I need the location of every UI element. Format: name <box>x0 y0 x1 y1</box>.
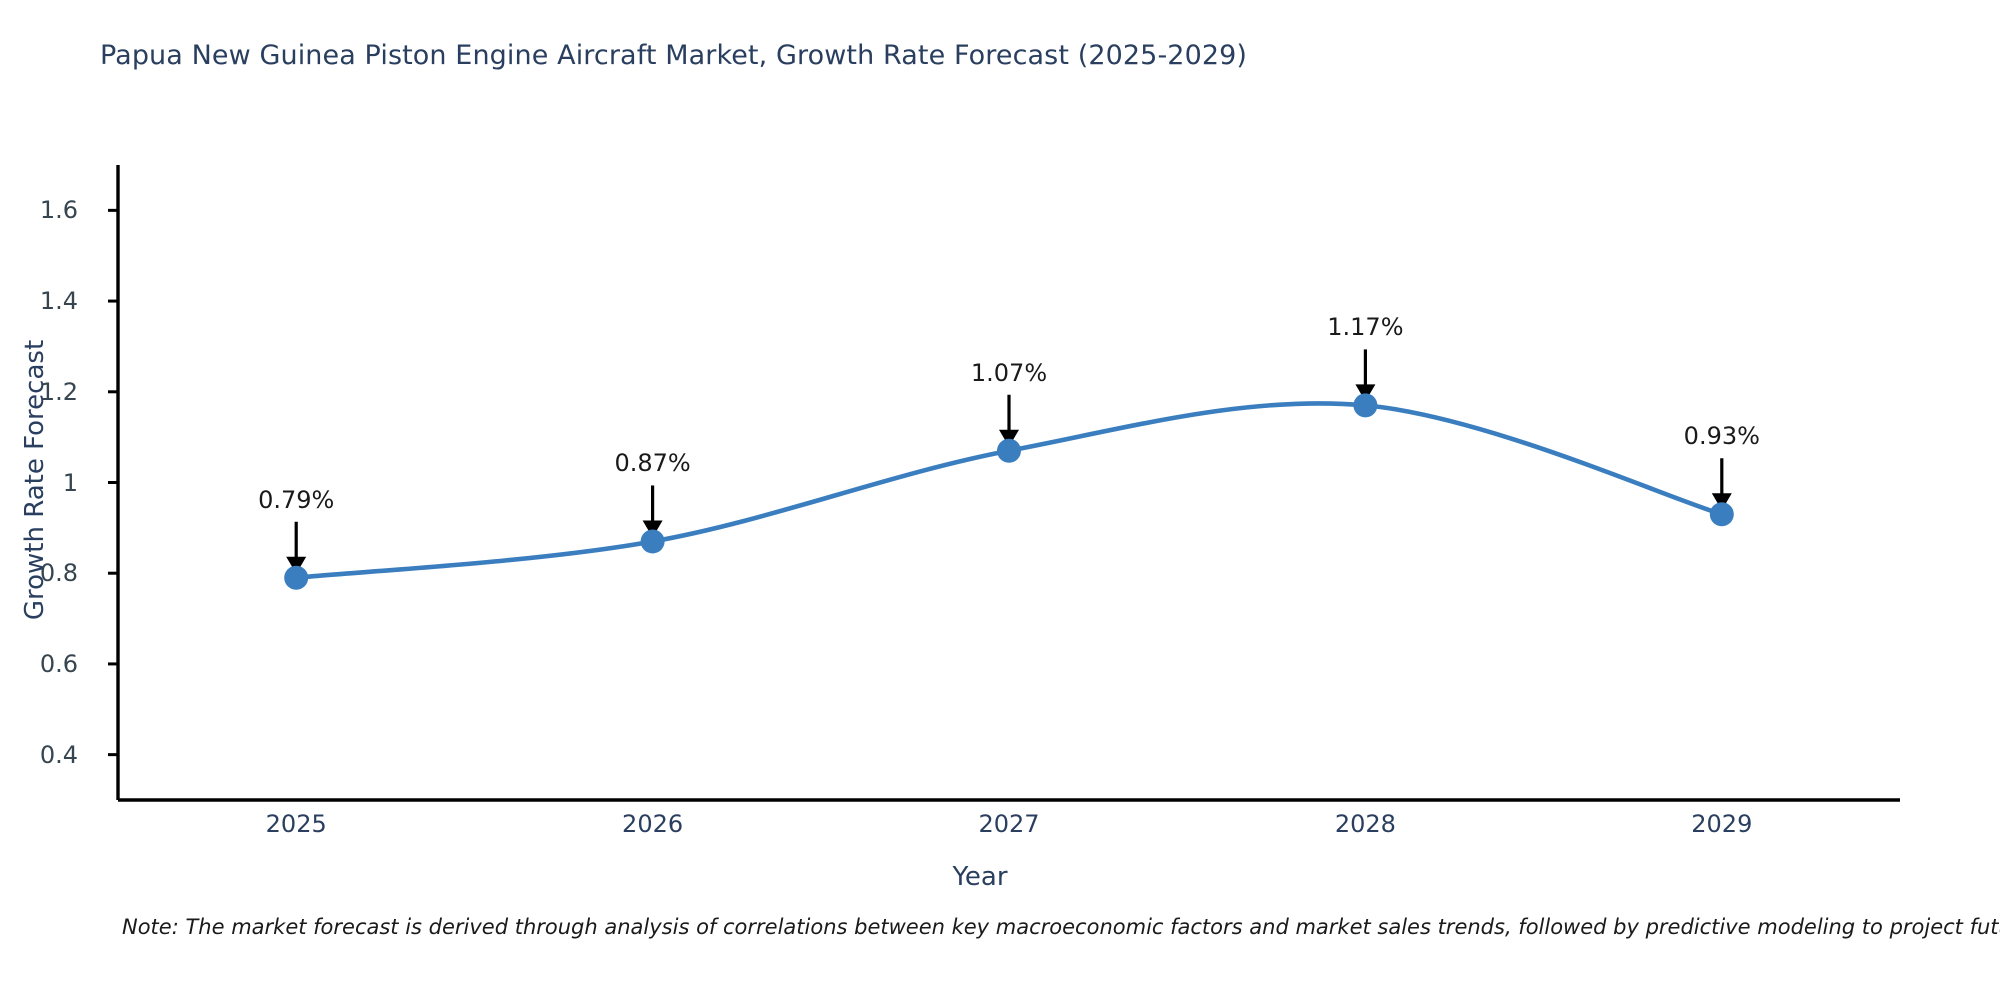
chart-footnote: Note: The market forecast is derived thr… <box>122 915 2000 939</box>
data-point-marker[interactable] <box>284 565 309 590</box>
y-tick-label: 0.4 <box>39 740 78 769</box>
annotation-arrow-head <box>286 556 307 574</box>
data-markers <box>284 393 1734 590</box>
y-tick-label: 1.2 <box>39 377 78 406</box>
data-point-marker[interactable] <box>640 529 665 554</box>
data-point-label: 1.07% <box>970 358 1048 387</box>
x-tick-label: 2027 <box>978 810 1040 838</box>
y-tick-label: 1.6 <box>39 196 78 225</box>
annotation-arrow-head <box>642 520 663 538</box>
annotation-arrow-head <box>1711 493 1732 511</box>
annotation-arrow-head <box>1355 384 1376 402</box>
data-point-label: 0.93% <box>1683 422 1760 451</box>
data-point-label: 0.79% <box>258 485 335 514</box>
y-axis-title: Growth Rate Forecast <box>20 339 50 621</box>
data-point-marker[interactable] <box>997 438 1021 463</box>
y-tick-label: 0.6 <box>39 649 78 678</box>
x-tick-label: 2026 <box>622 810 684 838</box>
x-tick-label: 2028 <box>1334 810 1396 838</box>
annotation-arrow-head <box>999 429 1019 447</box>
y-tick-label: 0.8 <box>39 559 78 588</box>
x-axis-title: Year <box>952 862 1008 892</box>
annotation-arrows <box>286 349 1732 574</box>
chart-title: Papua New Guinea Piston Engine Aircraft … <box>100 40 1248 71</box>
data-point-marker[interactable] <box>1709 502 1734 527</box>
data-point-label: 0.87% <box>614 449 691 478</box>
y-tick-label: 1 <box>62 468 78 497</box>
data-point-label: 1.17% <box>1327 313 1404 342</box>
x-tick-label: 2025 <box>265 810 327 838</box>
y-axis-ticks <box>108 208 118 757</box>
data-point-marker[interactable] <box>1353 393 1378 418</box>
y-tick-label: 1.4 <box>39 287 78 316</box>
x-tick-label: 2029 <box>1691 810 1753 838</box>
